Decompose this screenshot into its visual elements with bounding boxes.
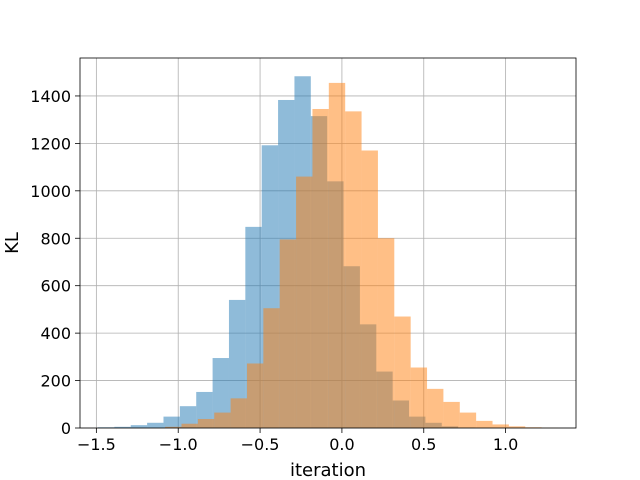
y-tick-label: 0 xyxy=(61,419,71,438)
histogram-bar xyxy=(443,401,460,428)
x-tick-label: −0.5 xyxy=(241,435,280,454)
histogram-bar xyxy=(427,388,444,428)
histogram-bar xyxy=(476,420,493,428)
y-tick-label: 600 xyxy=(40,277,71,296)
x-axis-label: iteration xyxy=(290,460,366,480)
y-tick-label: 800 xyxy=(40,229,71,248)
bars-layer xyxy=(98,76,558,429)
histogram-bar xyxy=(179,406,197,428)
histogram-bar xyxy=(165,426,182,428)
histogram-bar xyxy=(263,308,280,428)
y-tick-label: 1000 xyxy=(30,182,71,201)
y-tick-label: 200 xyxy=(40,372,71,391)
histogram-bar xyxy=(279,239,297,428)
histogram-bar xyxy=(163,416,180,428)
histogram-bar xyxy=(296,176,313,428)
histogram-bar xyxy=(130,425,148,428)
x-tick-label: 0.5 xyxy=(411,435,436,454)
y-tick-label: 400 xyxy=(40,324,71,343)
histogram-bar xyxy=(492,424,509,428)
x-tick-label: 1.0 xyxy=(493,435,518,454)
ticks-layer: −1.5 −1.0 −0.5 0.0 0.5 1.0 0 200 400 600 800 1000 12… xyxy=(30,87,518,454)
histogram-bar xyxy=(377,238,395,428)
histogram-bar xyxy=(410,367,428,428)
histogram-bar xyxy=(361,150,378,428)
histogram-bar xyxy=(394,316,411,428)
plot-frame xyxy=(79,57,577,429)
histogram-bar xyxy=(345,111,362,428)
histogram-bar xyxy=(197,418,215,428)
x-tick-label: −1.0 xyxy=(159,435,198,454)
histogram-bar xyxy=(459,412,477,428)
histogram-bar xyxy=(147,422,164,428)
y-tick-label: 1400 xyxy=(30,87,71,106)
histogram-bar xyxy=(312,108,329,428)
x-tick-label: −1.5 xyxy=(77,435,116,454)
histogram-bar xyxy=(181,423,198,428)
histogram-bar xyxy=(328,82,346,429)
histogram-bar xyxy=(508,426,526,428)
y-axis-label: KL xyxy=(2,232,23,254)
y-tick-label: 1200 xyxy=(30,134,71,153)
histogram-bar xyxy=(214,412,231,428)
histogram-bar xyxy=(246,363,264,428)
histogram-bar xyxy=(212,358,229,428)
histogram-bar xyxy=(228,299,246,428)
histogram-bar xyxy=(114,426,131,428)
x-tick-label: 0.0 xyxy=(329,435,354,454)
histogram-bar xyxy=(230,398,247,428)
